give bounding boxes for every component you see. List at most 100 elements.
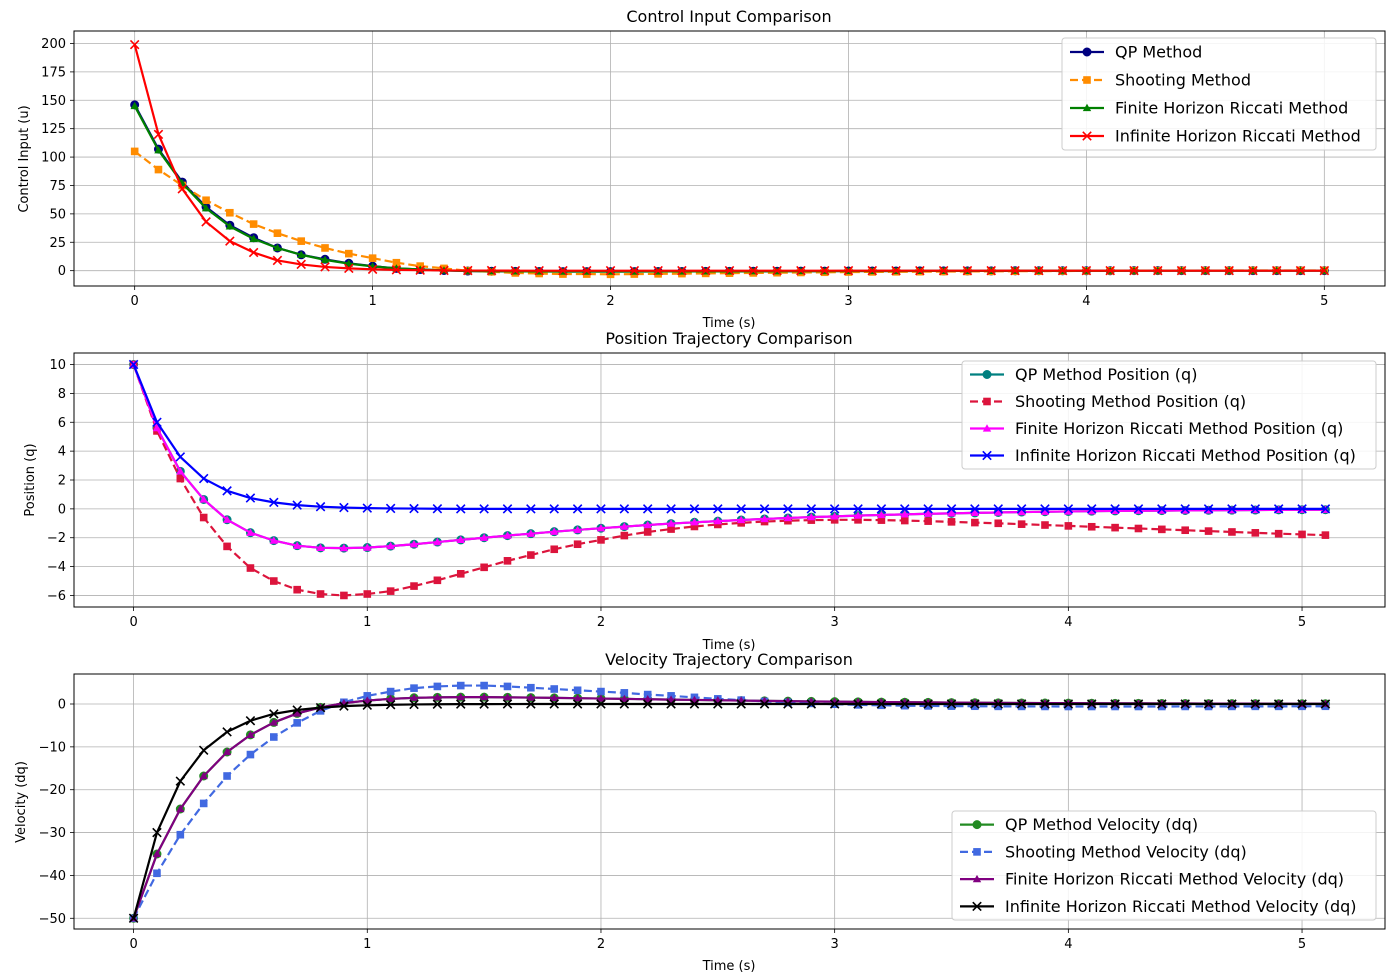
data-point: [1181, 526, 1189, 535]
data-point: [947, 518, 956, 526]
legend-marker: [982, 450, 992, 461]
data-point: [619, 504, 630, 514]
data-point: [1134, 524, 1143, 533]
data-point: [152, 423, 162, 432]
data-point: [316, 590, 325, 598]
y-tick-label: 200: [41, 37, 66, 52]
data-point: [297, 250, 306, 258]
data-point: [1087, 522, 1096, 531]
x-tick-label: 3: [831, 937, 839, 952]
y-tick-label: 50: [49, 207, 66, 222]
data-point: [199, 495, 208, 503]
legend-label: Finite Horizon Riccati Method Position (…: [1015, 419, 1343, 438]
data-point: [344, 259, 354, 267]
data-point: [246, 730, 255, 739]
data-point: [1158, 525, 1166, 534]
data-point: [292, 500, 302, 510]
legend-label: Shooting Method Position (q): [1015, 392, 1246, 411]
data-point: [315, 501, 326, 512]
data-point: [175, 452, 186, 462]
axes-frame: [73, 30, 1386, 287]
data-point: [433, 682, 442, 691]
data-point: [1273, 699, 1284, 709]
data-point: [456, 681, 465, 690]
data-point: [994, 519, 1003, 528]
data-point: [806, 504, 817, 514]
data-point: [455, 504, 466, 514]
data-point: [527, 551, 535, 559]
data-point: [915, 265, 925, 276]
data-point: [486, 265, 497, 276]
y-tick-label: 6: [58, 416, 66, 431]
data-point: [1110, 506, 1120, 515]
legend-label: Finite Horizon Riccati Method Velocity (…: [1005, 870, 1344, 889]
legend-label: Shooting Method: [1115, 71, 1251, 90]
data-point: [226, 208, 234, 217]
data-point: [923, 504, 933, 514]
data-point: [269, 536, 279, 544]
data-point: [1041, 521, 1049, 529]
data-point: [272, 255, 283, 266]
data-point: [714, 520, 722, 529]
data-point: [199, 799, 208, 808]
data-point: [363, 590, 372, 598]
y-tick-label: −4: [47, 560, 66, 575]
data-point: [830, 512, 839, 520]
data-point: [971, 702, 979, 711]
data-point: [176, 804, 185, 813]
data-point: [1086, 699, 1097, 709]
data-point: [269, 497, 279, 508]
data-point: [176, 474, 185, 483]
data-point: [1016, 504, 1027, 514]
data-point: [596, 524, 606, 532]
data-point: [970, 504, 980, 514]
x-tick-label: 4: [1064, 615, 1072, 630]
data-point: [526, 504, 536, 514]
data-point: [432, 699, 443, 710]
legend-marker: [972, 874, 982, 883]
data-point: [128, 359, 139, 370]
data-point: [222, 486, 232, 496]
data-point: [201, 203, 211, 212]
data-point: [510, 265, 521, 276]
data-point: [572, 699, 583, 709]
data-point: [270, 733, 278, 741]
data-point: [222, 727, 232, 737]
data-point: [550, 527, 559, 535]
data-point: [153, 129, 164, 140]
data-point: [223, 542, 231, 551]
data-point: [596, 694, 606, 702]
data-point: [199, 513, 208, 522]
data-point: [391, 265, 402, 275]
data-point: [736, 504, 746, 514]
data-point: [923, 699, 933, 709]
legend-marker: [1082, 103, 1092, 112]
data-point: [605, 265, 616, 276]
data-point: [736, 515, 746, 524]
data-point: [1040, 507, 1050, 515]
data-point: [1111, 523, 1119, 532]
data-point: [273, 229, 282, 237]
data-point: [558, 265, 568, 276]
data-point: [1298, 530, 1306, 539]
data-point: [409, 503, 419, 514]
data-point: [1064, 702, 1073, 711]
data-point: [526, 529, 536, 537]
data-point: [527, 683, 535, 692]
data-point: [596, 504, 606, 514]
data-point: [455, 699, 466, 709]
data-point: [550, 685, 559, 693]
legend-marker: [1082, 131, 1092, 141]
data-point: [1081, 265, 1092, 276]
data-point: [900, 699, 910, 709]
legend-marker: [982, 370, 992, 379]
data-point: [386, 587, 395, 595]
data-point: [877, 701, 886, 710]
data-point: [806, 699, 817, 709]
data-point: [620, 531, 629, 540]
y-tick-label: 4: [58, 445, 66, 460]
x-tick-label: 0: [131, 294, 139, 309]
data-point: [1111, 702, 1119, 711]
